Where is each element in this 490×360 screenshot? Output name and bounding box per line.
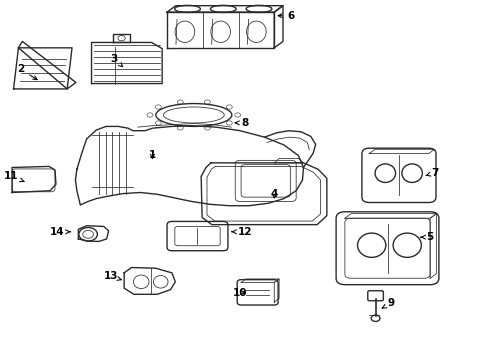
Text: 5: 5 <box>421 232 434 242</box>
Text: 8: 8 <box>235 118 248 128</box>
Text: 9: 9 <box>382 298 395 308</box>
Text: 4: 4 <box>270 189 278 199</box>
Text: 10: 10 <box>233 288 247 297</box>
Text: 14: 14 <box>50 227 71 237</box>
Text: 11: 11 <box>4 171 24 182</box>
Text: 1: 1 <box>149 150 156 160</box>
Text: 3: 3 <box>110 54 122 67</box>
Text: 2: 2 <box>17 64 37 80</box>
Text: 6: 6 <box>278 11 295 21</box>
Text: 7: 7 <box>426 168 439 178</box>
Text: 13: 13 <box>104 271 122 282</box>
Text: 12: 12 <box>232 227 252 237</box>
